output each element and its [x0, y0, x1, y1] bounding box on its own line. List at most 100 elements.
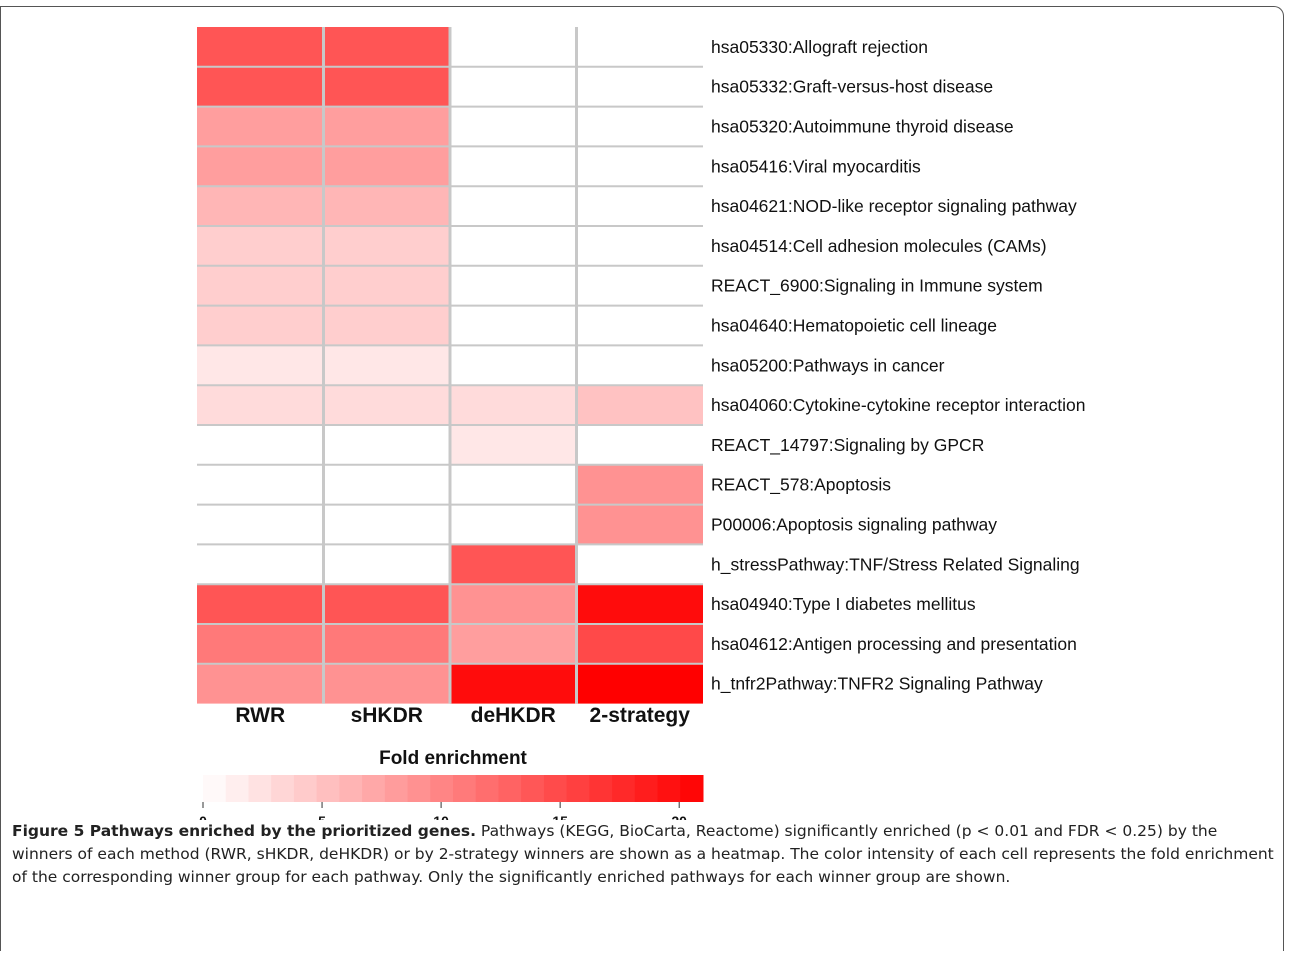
heatmap-cell: [576, 385, 703, 425]
colorbar: [203, 775, 704, 802]
figure-caption: Figure 5 Pathways enriched by the priori…: [12, 820, 1274, 889]
row-label: hsa04621:NOD-like receptor signaling pat…: [711, 196, 1077, 216]
heatmap-cell: [576, 226, 703, 266]
row-label: hsa04640:Hematopoietic cell lineage: [711, 316, 997, 336]
column-label: sHKDR: [351, 704, 423, 727]
heatmap-cell: [197, 106, 324, 147]
colorbar-swatch: [203, 775, 227, 802]
heatmap-cell: [576, 663, 703, 704]
colorbar-swatch: [248, 775, 272, 802]
colorbar-swatch: [339, 775, 363, 802]
heatmap-cell: [576, 146, 703, 187]
heatmap-cell: [323, 584, 450, 624]
heatmap-cell: [197, 624, 324, 664]
heatmap-cell: [576, 27, 703, 67]
heatmap-cell: [323, 146, 450, 187]
heatmap-cell: [450, 305, 577, 346]
colorbar-swatch: [293, 775, 318, 802]
heatmap-cell: [323, 544, 450, 585]
heatmap-cell: [576, 106, 703, 147]
heatmap-cell: [450, 226, 577, 266]
heatmap-cell: [323, 425, 450, 465]
colorbar-tick-label: 5: [318, 813, 326, 820]
colorbar-swatch: [225, 775, 249, 802]
heatmap-cell: [197, 226, 324, 266]
heatmap-cell: [576, 504, 703, 545]
heatmap-cell: [323, 305, 450, 346]
colorbar-swatch: [316, 775, 340, 802]
colorbar-swatch: [589, 775, 613, 802]
column-labels: RWR sHKDR deHKDR 2-strategy: [235, 704, 690, 727]
colorbar-swatch: [475, 775, 499, 802]
heatmap-cells: [197, 27, 703, 704]
colorbar-tick-label: 10: [433, 813, 449, 820]
row-label: hsa05200:Pathways in cancer: [711, 355, 945, 375]
heatmap-cell: [323, 464, 450, 505]
heatmap-cell: [576, 425, 703, 465]
column-label: deHKDR: [471, 704, 556, 727]
row-label: hsa04060:Cytokine-cytokine receptor inte…: [711, 395, 1086, 415]
colorbar-swatch: [453, 775, 477, 802]
heatmap-cell: [450, 464, 577, 505]
heatmap-cell: [450, 146, 577, 187]
heatmap-cell: [576, 345, 703, 386]
colorbar-title: Fold enrichment: [379, 748, 527, 769]
heatmap-cell: [450, 663, 577, 704]
row-label: h_tnfr2Pathway:TNFR2 Signaling Pathway: [711, 674, 1043, 695]
row-label: hsa05320:Autoimmune thyroid disease: [711, 117, 1014, 137]
column-label: RWR: [235, 704, 285, 727]
row-label: hsa05332:Graft-versus-host disease: [711, 77, 993, 97]
heatmap-cell: [197, 584, 324, 624]
row-label: hsa04612:Antigen processing and presenta…: [711, 634, 1077, 654]
colorbar-swatch: [407, 775, 431, 802]
heatmap-cell: [576, 305, 703, 346]
heatmap-cell: [576, 186, 703, 226]
colorbar-tick-label: 0: [199, 813, 207, 820]
colorbar-swatch: [566, 775, 590, 802]
heatmap-cell: [323, 663, 450, 704]
colorbar-ticks: 0 5 10 15 20: [199, 802, 687, 820]
heatmap-cell: [450, 106, 577, 147]
row-label: REACT_14797:Signaling by GPCR: [711, 435, 984, 456]
heatmap-cell: [323, 186, 450, 226]
colorbar-swatch: [362, 775, 386, 802]
heatmap-cell: [450, 584, 577, 624]
colorbar-swatch: [271, 775, 295, 802]
heatmap-cell: [450, 186, 577, 226]
colorbar-swatch: [657, 775, 681, 802]
row-label: hsa04514:Cell adhesion molecules (CAMs): [711, 236, 1047, 256]
heatmap-cell: [197, 27, 324, 67]
heatmap-cell: [197, 425, 324, 465]
heatmap-cell: [450, 624, 577, 664]
heatmap-cell: [197, 305, 324, 346]
figure-frame: [0, 6, 1284, 951]
row-label: hsa05416:Viral myocarditis: [711, 156, 921, 176]
heatmap-cell: [576, 544, 703, 585]
colorbar-swatch: [612, 775, 636, 802]
heatmap-cell: [576, 265, 703, 306]
heatmap-cell: [323, 345, 450, 386]
heatmap-cell: [323, 624, 450, 664]
heatmap-cell: [197, 504, 324, 545]
column-label: 2-strategy: [590, 704, 691, 727]
heatmap-cell: [576, 584, 703, 624]
caption-text: Pathways (KEGG, BioCarta, Reactome) sign…: [12, 822, 1274, 886]
heatmap-cell: [197, 544, 324, 585]
row-labels: hsa05330:Allograft rejection hsa05332:Gra…: [711, 37, 1086, 695]
heatmap-cell: [450, 504, 577, 545]
heatmap-cell: [197, 345, 324, 386]
heatmap-chart: hsa05330:Allograft rejection hsa05332:Gra…: [197, 27, 1086, 820]
heatmap-cell: [450, 385, 577, 425]
heatmap-cell: [323, 385, 450, 425]
heatmap-cell: [323, 226, 450, 266]
heatmap-cell: [450, 265, 577, 306]
heatmap-cell: [450, 66, 577, 107]
heatmap-cell: [450, 345, 577, 386]
heatmap-cell: [323, 66, 450, 107]
heatmap-cell: [197, 186, 324, 226]
colorbar-swatch: [634, 775, 659, 802]
heatmap-cell: [576, 624, 703, 664]
colorbar-swatch: [498, 775, 522, 802]
row-label: h_stressPathway:TNF/Stress Related Signa…: [711, 554, 1080, 575]
row-label: REACT_6900:Signaling in Immune system: [711, 276, 1043, 297]
